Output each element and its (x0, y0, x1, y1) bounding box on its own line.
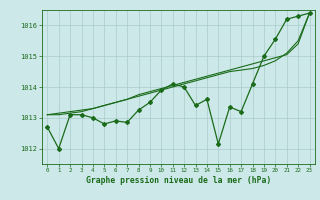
X-axis label: Graphe pression niveau de la mer (hPa): Graphe pression niveau de la mer (hPa) (86, 176, 271, 185)
